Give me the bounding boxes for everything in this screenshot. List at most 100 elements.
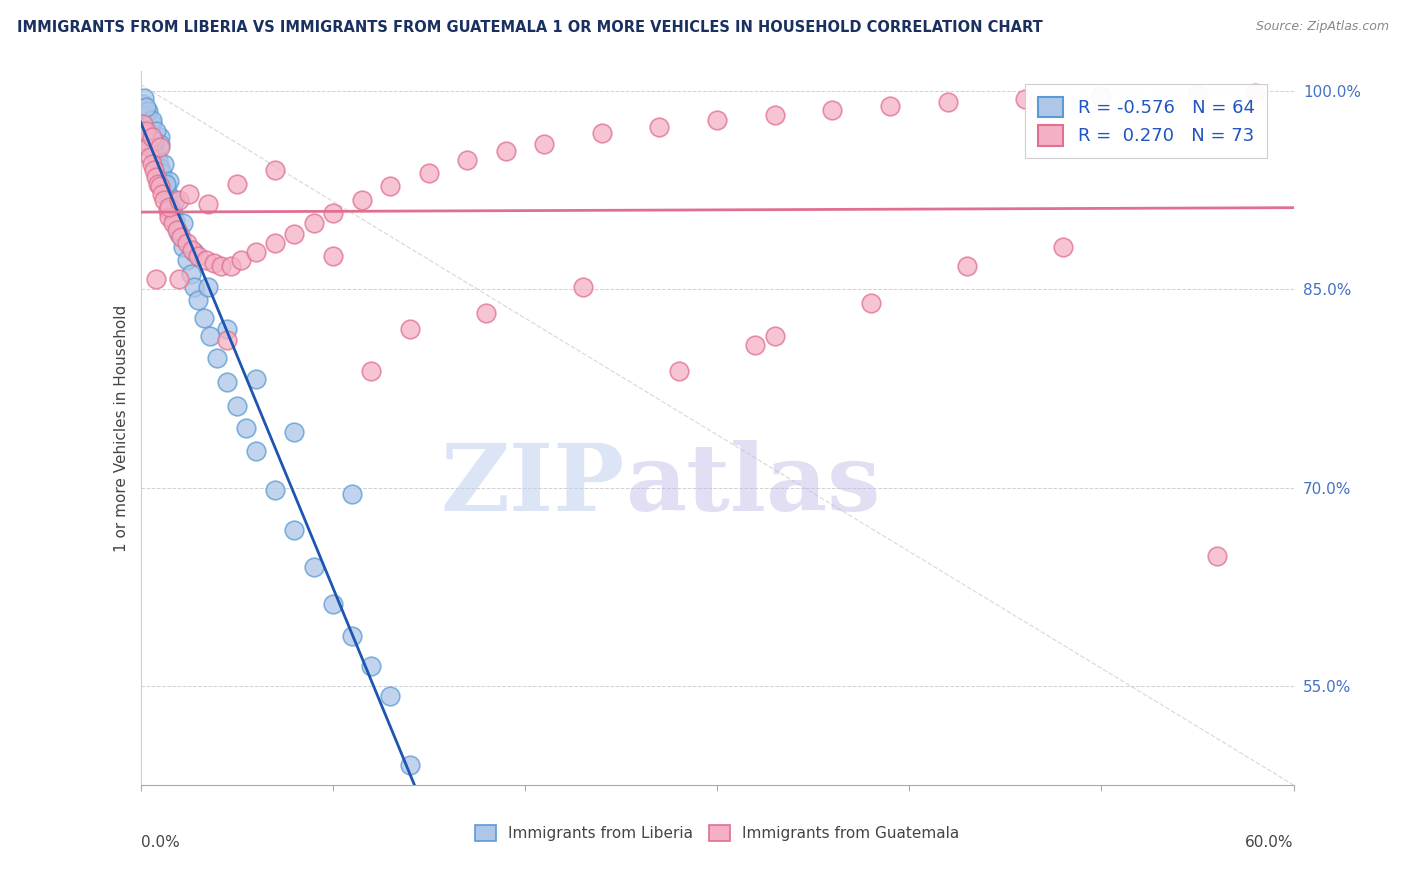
Point [143, 163, 166, 178]
Point [155, 177, 177, 191]
Point [245, 443, 267, 458]
Point [139, 136, 162, 151]
Point [149, 161, 172, 175]
Point [136, 124, 159, 138]
Point [167, 227, 190, 241]
Point [162, 216, 184, 230]
Point [159, 201, 180, 215]
Point [322, 249, 344, 263]
Point [156, 187, 179, 202]
Point [139, 150, 162, 164]
Point [177, 187, 200, 202]
Point [1014, 92, 1036, 106]
Point [398, 758, 420, 772]
Point [149, 136, 172, 151]
Point [172, 216, 194, 230]
Point [202, 256, 225, 270]
Point [141, 157, 163, 171]
Point [591, 127, 613, 141]
Point [150, 166, 173, 180]
Point [159, 174, 180, 188]
Point [152, 157, 174, 171]
Text: 0.0%: 0.0% [141, 835, 180, 850]
Text: atlas: atlas [624, 441, 880, 530]
Point [150, 187, 173, 202]
Point [170, 229, 193, 244]
Point [217, 322, 239, 336]
Point [1205, 549, 1227, 564]
Point [149, 139, 172, 153]
Point [134, 111, 156, 125]
Point [1187, 87, 1209, 101]
Point [283, 227, 305, 241]
Point [533, 136, 555, 151]
Text: IMMIGRANTS FROM LIBERIA VS IMMIGRANTS FROM GUATEMALA 1 OR MORE VEHICLES IN HOUSE: IMMIGRANTS FROM LIBERIA VS IMMIGRANTS FR… [17, 20, 1043, 35]
Point [187, 293, 209, 307]
Point [165, 193, 187, 207]
Point [172, 240, 194, 254]
Point [176, 236, 198, 251]
Point [418, 166, 440, 180]
Point [1052, 240, 1074, 254]
Point [763, 328, 786, 343]
Point [139, 127, 162, 141]
Point [744, 338, 766, 352]
Point [183, 279, 205, 293]
Point [217, 375, 239, 389]
Point [235, 421, 257, 435]
Point [146, 153, 169, 167]
Point [149, 179, 172, 194]
Point [165, 213, 187, 227]
Point [456, 153, 478, 167]
Point [360, 659, 382, 673]
Point [152, 193, 174, 207]
Text: 60.0%: 60.0% [1246, 835, 1294, 850]
Text: Source: ZipAtlas.com: Source: ZipAtlas.com [1256, 20, 1389, 33]
Point [152, 174, 174, 188]
Point [245, 245, 267, 260]
Point [217, 333, 239, 347]
Point [207, 351, 229, 365]
Point [135, 124, 157, 138]
Point [302, 216, 325, 230]
Text: ZIP: ZIP [440, 441, 624, 530]
Point [141, 130, 163, 145]
Point [136, 130, 159, 145]
Point [136, 139, 159, 153]
Point [340, 629, 363, 643]
Point [225, 177, 247, 191]
Point [166, 223, 188, 237]
Point [136, 103, 159, 118]
Point [167, 272, 190, 286]
Point [131, 117, 153, 131]
Point [229, 253, 252, 268]
Point [135, 121, 157, 136]
Point [197, 196, 219, 211]
Point [149, 130, 172, 145]
Y-axis label: 1 or more Vehicles in Household: 1 or more Vehicles in Household [114, 304, 129, 552]
Point [264, 483, 287, 498]
Point [380, 690, 402, 704]
Point [668, 364, 690, 378]
Point [859, 295, 882, 310]
Point [159, 193, 180, 207]
Point [197, 279, 219, 293]
Point [141, 117, 163, 131]
Point [156, 203, 179, 218]
Point [398, 322, 420, 336]
Point [283, 425, 305, 439]
Point [134, 91, 156, 105]
Point [194, 253, 217, 268]
Point [134, 127, 156, 141]
Point [145, 272, 167, 286]
Point [187, 249, 209, 263]
Point [143, 144, 166, 158]
Point [360, 364, 382, 378]
Point [264, 163, 287, 178]
Point [225, 399, 247, 413]
Point [193, 311, 215, 326]
Point [167, 193, 190, 207]
Legend: Immigrants from Liberia, Immigrants from Guatemala: Immigrants from Liberia, Immigrants from… [467, 817, 967, 848]
Point [706, 113, 728, 128]
Point [146, 177, 169, 191]
